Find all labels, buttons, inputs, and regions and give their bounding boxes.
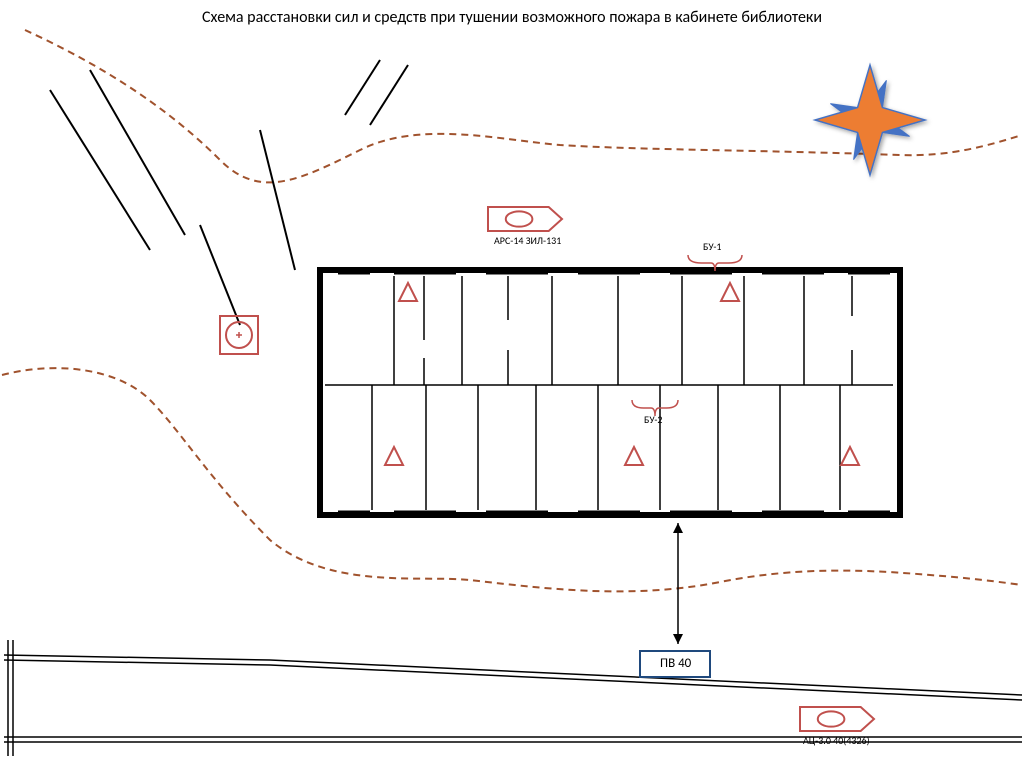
label-bu2: БУ-2	[644, 413, 662, 426]
vehicle-ats	[800, 707, 874, 731]
label-pv40: ПВ 40	[660, 656, 691, 671]
compass-star-icon	[815, 65, 925, 175]
bu-brackets	[632, 255, 742, 416]
hydrant-symbol	[220, 316, 258, 354]
symbols-layer	[0, 0, 1024, 768]
diagram-canvas: Схема расстановки сил и средств при туше…	[0, 0, 1024, 768]
triangle-markers	[385, 283, 859, 465]
label-ars: АРС-14 ЗИЛ-131	[494, 234, 561, 247]
label-ats: АЦ-3.0 40(4326)	[803, 734, 870, 747]
arrow	[673, 523, 683, 644]
vehicle-ars	[488, 207, 562, 231]
label-bu1: БУ-1	[703, 240, 721, 253]
